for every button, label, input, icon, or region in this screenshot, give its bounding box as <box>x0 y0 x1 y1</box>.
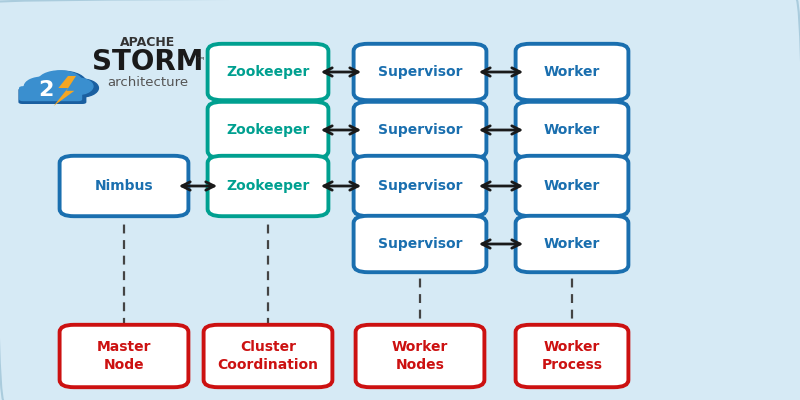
Text: Worker: Worker <box>544 237 600 251</box>
Text: Worker
Nodes: Worker Nodes <box>392 340 448 372</box>
Text: ™: ™ <box>196 55 206 65</box>
FancyBboxPatch shape <box>354 156 486 216</box>
Text: Cluster
Coordination: Cluster Coordination <box>218 340 318 372</box>
FancyBboxPatch shape <box>19 86 82 101</box>
Polygon shape <box>54 76 76 106</box>
Text: Master
Node: Master Node <box>97 340 151 372</box>
FancyBboxPatch shape <box>208 156 328 216</box>
FancyBboxPatch shape <box>208 102 328 158</box>
Circle shape <box>62 79 98 97</box>
Text: architecture: architecture <box>107 76 189 88</box>
Text: Supervisor: Supervisor <box>378 179 462 193</box>
Text: Worker: Worker <box>544 123 600 137</box>
FancyBboxPatch shape <box>354 216 486 272</box>
Text: Worker: Worker <box>544 179 600 193</box>
Circle shape <box>59 78 93 95</box>
FancyBboxPatch shape <box>203 325 333 387</box>
Circle shape <box>38 71 86 95</box>
Text: Nimbus: Nimbus <box>94 179 154 193</box>
Circle shape <box>38 71 82 93</box>
Circle shape <box>25 77 62 96</box>
FancyBboxPatch shape <box>18 88 86 104</box>
FancyBboxPatch shape <box>516 325 629 387</box>
Text: 2: 2 <box>38 80 54 100</box>
FancyBboxPatch shape <box>354 102 486 158</box>
FancyBboxPatch shape <box>59 156 189 216</box>
Text: Zookeeper: Zookeeper <box>226 65 310 79</box>
Text: Zookeeper: Zookeeper <box>226 123 310 137</box>
Text: Worker: Worker <box>544 65 600 79</box>
Text: Supervisor: Supervisor <box>378 65 462 79</box>
FancyBboxPatch shape <box>354 44 486 100</box>
Text: Supervisor: Supervisor <box>378 237 462 251</box>
FancyBboxPatch shape <box>516 102 629 158</box>
FancyBboxPatch shape <box>59 325 189 387</box>
Text: STORM: STORM <box>92 48 204 76</box>
Text: Zookeeper: Zookeeper <box>226 179 310 193</box>
FancyBboxPatch shape <box>516 44 629 100</box>
Text: APACHE: APACHE <box>120 36 176 48</box>
FancyBboxPatch shape <box>208 44 328 100</box>
FancyBboxPatch shape <box>516 216 629 272</box>
Text: Worker
Process: Worker Process <box>542 340 602 372</box>
Circle shape <box>24 78 64 98</box>
FancyBboxPatch shape <box>356 325 485 387</box>
Text: Supervisor: Supervisor <box>378 123 462 137</box>
FancyBboxPatch shape <box>516 156 629 216</box>
